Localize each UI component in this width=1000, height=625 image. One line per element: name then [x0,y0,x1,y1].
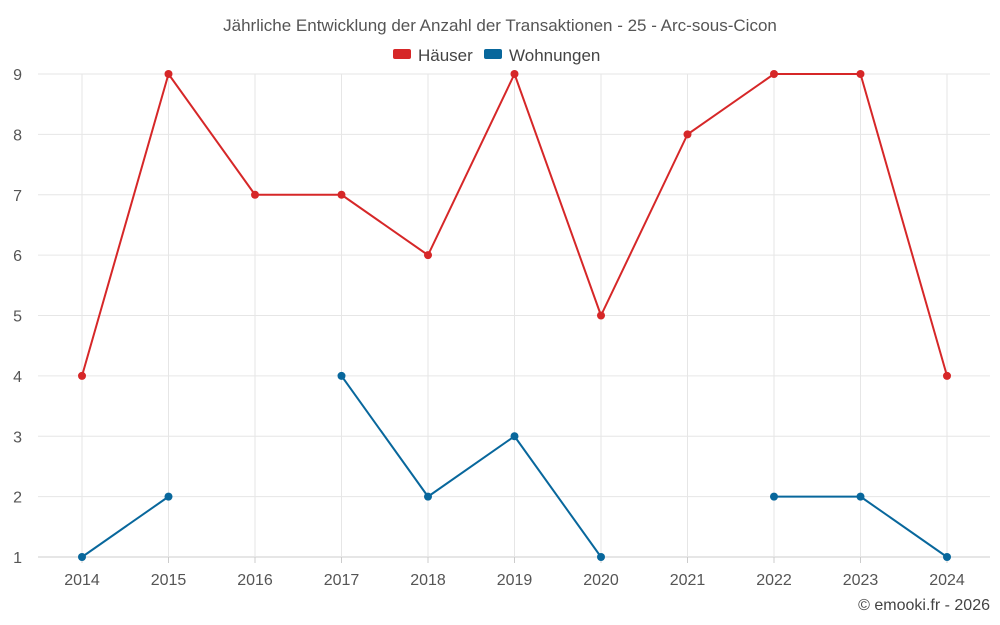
x-tick-label: 2018 [410,572,446,589]
data-point[interactable] [424,251,432,260]
legend: Häuser Wohnungen [393,46,600,65]
data-point[interactable] [424,492,432,501]
data-point[interactable] [943,371,951,380]
data-point[interactable] [597,311,605,320]
legend-label-wohnungen[interactable]: Wohnungen [509,46,600,65]
x-tick-label: 2016 [237,572,273,589]
data-point[interactable] [510,70,519,78]
y-axis: 1 2 3 4 5 6 7 8 9 [13,67,22,567]
data-point[interactable] [856,70,865,78]
legend-swatch-haeuser [393,49,411,59]
data-point[interactable] [856,492,865,501]
x-tick-label: 2019 [497,572,533,589]
data-point[interactable] [683,130,692,139]
x-tick-label: 2014 [64,572,100,589]
series [78,70,951,561]
y-tick-label: 5 [13,309,22,326]
data-point[interactable] [337,190,346,199]
x-tick-label: 2023 [843,572,879,589]
legend-swatch-wohnungen [484,49,502,59]
y-tick-label: 9 [13,67,22,84]
x-tick-label: 2021 [670,572,706,589]
y-tick-label: 6 [13,248,22,265]
series-line [340,375,602,558]
y-tick-label: 2 [13,490,22,507]
y-tick-label: 7 [13,188,22,205]
data-point[interactable] [770,492,778,501]
data-point[interactable] [251,190,259,199]
y-tick-label: 8 [13,127,22,144]
data-point[interactable] [78,553,86,561]
y-tick-label: 3 [13,429,22,446]
data-point[interactable] [770,70,778,78]
x-tick-label: 2024 [929,572,965,589]
grid [38,73,990,558]
data-point[interactable] [164,492,173,501]
series-haeuser [78,70,951,380]
data-point[interactable] [510,432,519,441]
data-point[interactable] [597,553,605,561]
series-wohnungen [78,371,951,561]
credit-text: © emooki.fr - 2026 [858,597,990,614]
data-point[interactable] [164,70,173,78]
x-tick-label: 2020 [583,572,619,589]
y-tick-label: 1 [13,550,22,567]
series-line [81,495,170,558]
x-axis: 2014 2015 2016 2017 2018 2019 2020 2021 2022 2023… [64,557,965,589]
data-point[interactable] [337,371,346,380]
x-tick-label: 2022 [756,572,792,589]
legend-label-haeuser[interactable]: Häuser [418,46,473,65]
data-point[interactable] [943,553,951,561]
data-point[interactable] [78,371,86,380]
chart-title: Jährliche Entwicklung der Anzahl der Tra… [223,16,777,35]
y-tick-label: 4 [13,369,22,386]
x-tick-label: 2015 [151,572,187,589]
x-tick-label: 2017 [324,572,360,589]
